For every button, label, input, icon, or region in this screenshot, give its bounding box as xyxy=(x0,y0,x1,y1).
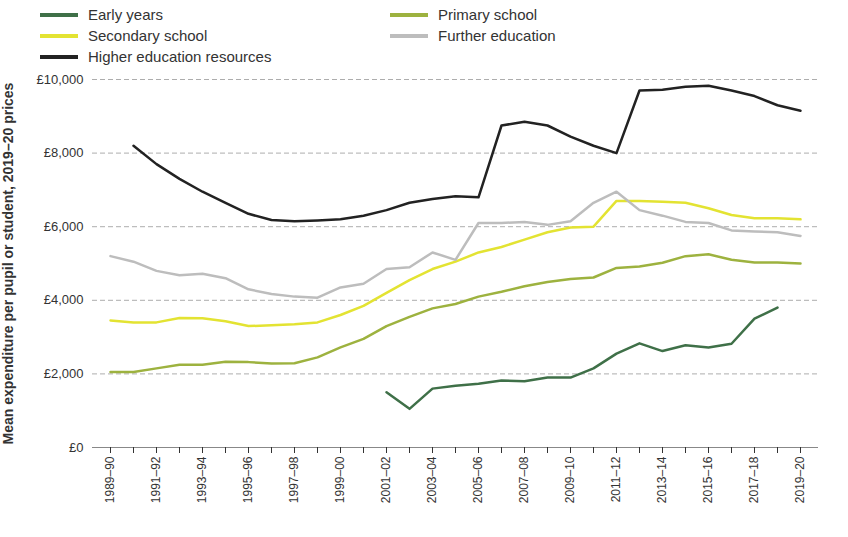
svg-text:1995–96: 1995–96 xyxy=(241,456,255,503)
svg-text:2013–14: 2013–14 xyxy=(655,456,669,503)
svg-text:Mean expenditure per pupil or: Mean expenditure per pupil or student, 2… xyxy=(0,82,16,444)
svg-text:£6,000: £6,000 xyxy=(44,219,84,234)
svg-text:2005–06: 2005–06 xyxy=(471,456,485,503)
svg-text:£0: £0 xyxy=(69,440,83,455)
svg-text:£4,000: £4,000 xyxy=(44,292,84,307)
svg-text:1993–94: 1993–94 xyxy=(195,456,209,503)
svg-text:2007–08: 2007–08 xyxy=(517,456,531,503)
svg-text:2017–18: 2017–18 xyxy=(747,456,761,503)
html-text:Secondary school: Secondary school xyxy=(88,27,208,44)
html-text:Primary school: Primary school xyxy=(438,6,538,23)
svg-text:£8,000: £8,000 xyxy=(44,145,84,160)
svg-text:1989–90: 1989–90 xyxy=(103,456,117,503)
svg-text:£10,000: £10,000 xyxy=(37,72,84,87)
svg-text:2011–12: 2011–12 xyxy=(609,456,623,502)
svg-text:1999–00: 1999–00 xyxy=(333,456,347,503)
html-text:Higher education resources: Higher education resources xyxy=(88,48,272,65)
html-text:Early years: Early years xyxy=(88,6,163,23)
svg-text:1991–92: 1991–92 xyxy=(149,456,163,503)
html-text:Further education: Further education xyxy=(438,27,556,44)
svg-text:2003–04: 2003–04 xyxy=(425,456,439,503)
svg-text:£2,000: £2,000 xyxy=(44,366,84,381)
svg-text:2009–10: 2009–10 xyxy=(563,456,577,503)
svg-text:2015–16: 2015–16 xyxy=(701,456,715,503)
svg-text:2019–20: 2019–20 xyxy=(793,456,807,503)
svg-text:2001–02: 2001–02 xyxy=(379,456,393,503)
svg-text:1997–98: 1997–98 xyxy=(287,456,301,503)
